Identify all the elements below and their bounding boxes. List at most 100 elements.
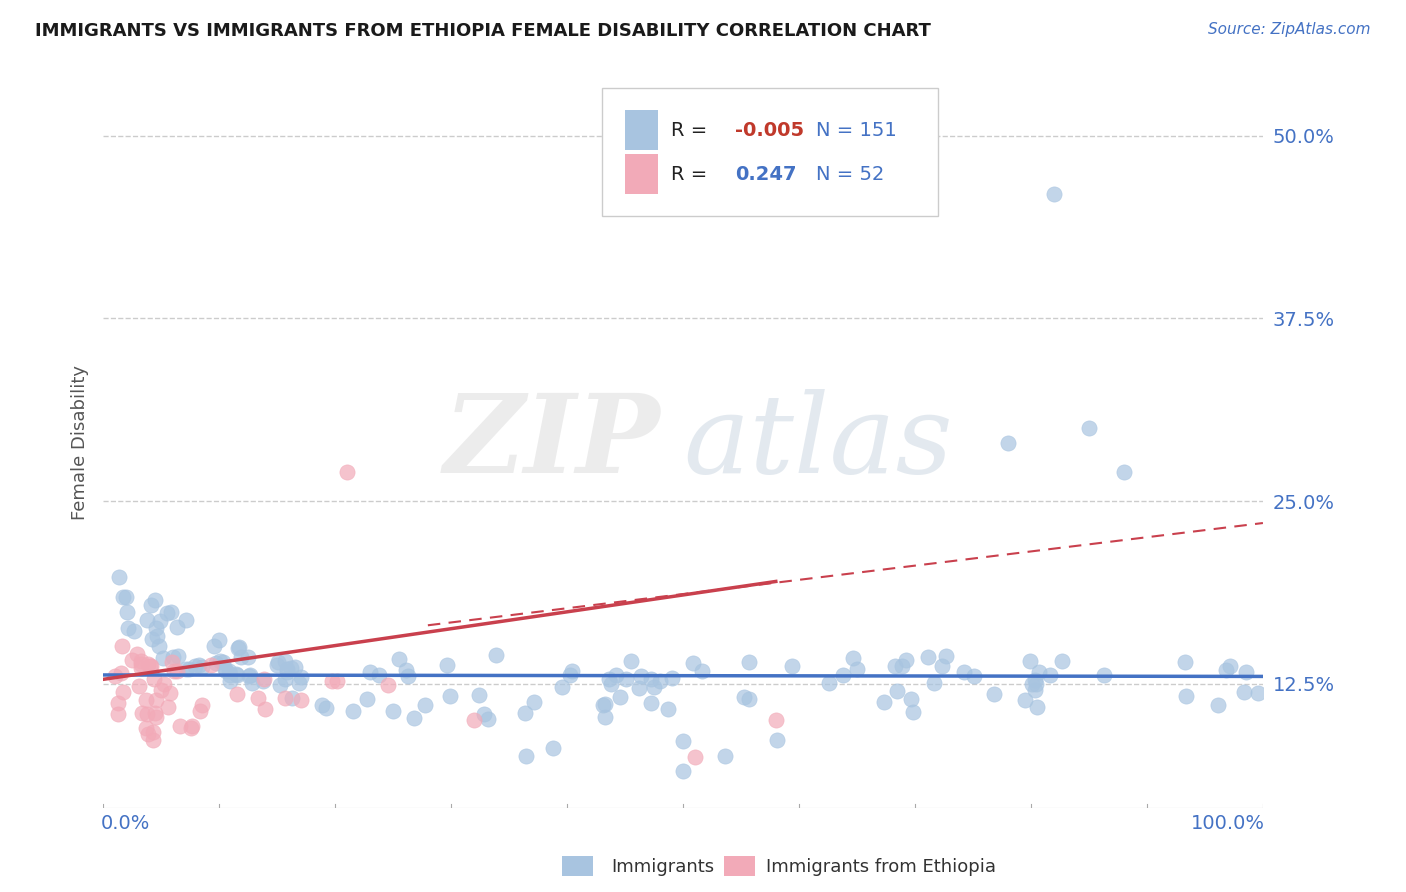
Point: [983, 687, 1005, 701]
Point: [551, 680, 574, 694]
Point: [205, 657, 228, 671]
Point: [276, 662, 298, 676]
Point: [188, 657, 211, 672]
Point: [150, 682, 173, 697]
Point: [135, 721, 157, 735]
Point: [169, 718, 191, 732]
Point: [336, 465, 359, 479]
Point: [395, 663, 418, 677]
Point: [190, 704, 212, 718]
Point: [112, 590, 135, 604]
Point: [1112, 465, 1135, 479]
Point: [290, 670, 312, 684]
Point: [110, 666, 132, 681]
Point: [648, 674, 671, 689]
Point: [152, 677, 174, 691]
Point: [1019, 654, 1042, 668]
Point: [1208, 698, 1230, 712]
Point: [180, 721, 202, 735]
Point: [468, 688, 491, 702]
Point: [342, 704, 364, 718]
Point: [129, 661, 152, 675]
Point: [107, 696, 129, 710]
Point: [1175, 689, 1198, 703]
Point: [368, 668, 391, 682]
Point: [128, 679, 150, 693]
Point: [152, 651, 174, 665]
Point: [413, 698, 436, 713]
Point: [218, 665, 240, 679]
Point: [359, 665, 381, 680]
Point: [616, 672, 638, 686]
Y-axis label: Female Disability: Female Disability: [72, 365, 89, 520]
Point: [714, 748, 737, 763]
Point: [142, 725, 165, 739]
Point: [1215, 663, 1237, 677]
Point: [159, 606, 181, 620]
Point: [155, 607, 177, 621]
Point: [225, 666, 247, 681]
Point: [733, 690, 755, 705]
FancyBboxPatch shape: [626, 154, 658, 194]
Point: [404, 710, 426, 724]
Point: [598, 672, 620, 686]
Point: [922, 675, 945, 690]
Point: [672, 734, 695, 748]
Text: 0.247: 0.247: [735, 165, 797, 184]
Point: [211, 655, 233, 669]
Point: [891, 659, 914, 673]
Point: [240, 676, 263, 690]
Point: [326, 673, 349, 688]
Text: N = 151: N = 151: [817, 121, 897, 140]
Point: [266, 658, 288, 673]
Point: [159, 686, 181, 700]
Point: [1092, 668, 1115, 682]
Point: [558, 668, 581, 682]
Point: [288, 675, 311, 690]
Point: [160, 656, 183, 670]
Point: [226, 667, 249, 681]
Point: [273, 690, 295, 705]
Point: [142, 733, 165, 747]
Point: [238, 669, 260, 683]
Point: [200, 657, 222, 672]
Point: [149, 614, 172, 628]
Point: [108, 570, 131, 584]
Point: [439, 689, 461, 703]
Point: [226, 687, 249, 701]
Point: [690, 665, 713, 679]
Point: [311, 698, 333, 712]
Point: [609, 690, 631, 704]
Point: [181, 719, 204, 733]
Text: Source: ZipAtlas.com: Source: ZipAtlas.com: [1208, 22, 1371, 37]
Point: [252, 674, 274, 689]
Point: [218, 673, 240, 688]
Point: [191, 659, 214, 673]
Point: [239, 667, 262, 681]
Point: [1247, 686, 1270, 700]
Point: [135, 707, 157, 722]
Point: [136, 657, 159, 671]
Point: [935, 649, 957, 664]
Point: [166, 664, 188, 678]
Point: [281, 690, 304, 705]
Point: [832, 668, 855, 682]
Point: [269, 678, 291, 692]
Point: [1021, 676, 1043, 690]
Point: [661, 671, 683, 685]
Point: [953, 665, 976, 680]
Point: [1026, 700, 1049, 714]
Point: [593, 710, 616, 724]
Point: [1219, 659, 1241, 673]
Point: [872, 694, 894, 708]
Point: [139, 599, 162, 613]
Point: [1039, 668, 1062, 682]
Point: [226, 641, 249, 656]
Point: [215, 665, 238, 679]
Point: [121, 653, 143, 667]
Point: [273, 654, 295, 668]
FancyBboxPatch shape: [602, 88, 938, 216]
Point: [110, 639, 132, 653]
Point: [129, 657, 152, 671]
Point: [845, 662, 868, 676]
